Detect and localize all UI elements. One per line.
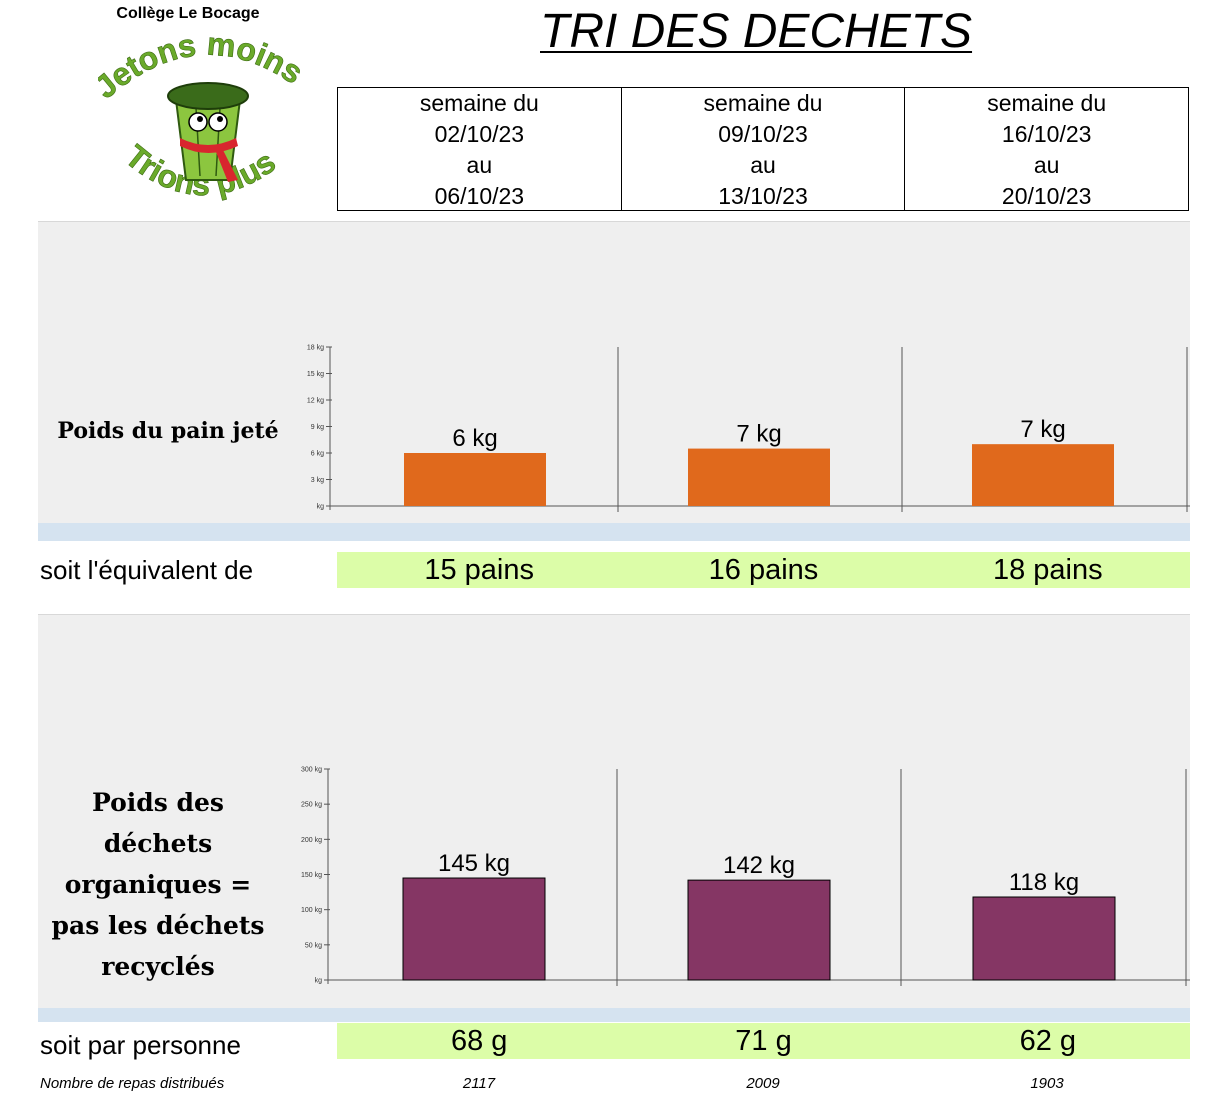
y-tick-label: 12 kg: [307, 398, 324, 405]
y-tick-label: 300 kg: [301, 767, 322, 774]
y-tick-label: 50 kg: [305, 942, 322, 949]
week-end-date: 06/10/23: [434, 183, 525, 209]
week-start-date: 02/10/23: [434, 121, 525, 147]
week-start-date: 16/10/23: [1001, 121, 1092, 147]
y-tick-label: 3 kg: [311, 477, 324, 484]
week-column: semaine du 16/10/23 au 20/10/23: [905, 88, 1188, 210]
school-name: Collège Le Bocage: [116, 5, 260, 22]
bar: [402, 877, 546, 981]
bar: [687, 879, 831, 981]
organic-chart-strip: [38, 1008, 1190, 1022]
organic-weight-label: Poids des déchets organiques = pas les d…: [40, 782, 276, 987]
per-person-label: soit par personne: [40, 1030, 241, 1060]
per-person-value: 71 g: [735, 1025, 792, 1057]
y-tick-label: kg: [317, 504, 325, 511]
page-title: TRI DES DECHETS: [540, 5, 973, 58]
week-start-label: semaine du: [987, 90, 1107, 116]
week-column: semaine du 02/10/23 au 06/10/23: [338, 88, 622, 210]
bread-equivalent-value: 18 pains: [992, 554, 1103, 586]
bread-equivalent-row: 15 pains 16 pains 18 pains: [337, 552, 1190, 588]
week-start-date: 09/10/23: [718, 121, 808, 147]
bar-value-label: 7 kg: [1020, 416, 1065, 443]
bread-equivalent-label: soit l'équivalent de: [40, 555, 254, 585]
bar-value-label: 118 kg: [1009, 869, 1079, 896]
week-end-date: 13/10/23: [718, 183, 808, 209]
per-person-row: 68 g 71 g 62 g: [337, 1023, 1190, 1059]
bread-weight-label: Poids du pain jeté: [57, 418, 279, 444]
week-to-label: au: [466, 152, 493, 178]
y-tick-label: 250 kg: [301, 802, 322, 809]
organic-label-line: déchets: [103, 829, 213, 858]
y-tick-label: 6 kg: [311, 451, 324, 458]
per-person-value: 68 g: [450, 1025, 508, 1057]
bread-chart: kg 3 kg 6 kg 9 kg 12 kg 15 kg 18 kg 6 kg 7 kg 7 k…: [307, 345, 1190, 512]
meals-value: 2009: [746, 1075, 780, 1092]
meals-label: Nombre de repas distribués: [40, 1075, 225, 1092]
week-to-label: au: [1033, 152, 1060, 178]
y-tick-label: 15 kg: [307, 371, 324, 378]
bread-equivalent-value: 15 pains: [424, 554, 534, 586]
per-person-value: 62 g: [1019, 1025, 1077, 1057]
meals-value: 1903: [1030, 1075, 1064, 1092]
bread-chart-strip: [38, 523, 1190, 541]
organic-label-line: recyclés: [101, 952, 215, 981]
bar: [972, 444, 1114, 506]
week-end-date: 20/10/23: [1001, 183, 1092, 209]
weeks-table: semaine du 02/10/23 au 06/10/23 semaine …: [337, 87, 1189, 211]
y-tick-label: 18 kg: [307, 345, 324, 352]
logo-trash-bin-icon: Jetons moins Trions plus: [98, 30, 310, 203]
y-tick-label: 100 kg: [301, 907, 322, 914]
week-to-label: au: [750, 152, 776, 178]
bread-equivalent-value: 16 pains: [708, 554, 819, 586]
week-start-label: semaine du: [419, 90, 539, 116]
organic-chart: kg 50 kg 100 kg 150 kg 200 kg 250 kg 300 kg 145…: [301, 767, 1190, 986]
bar-value-label: 7 kg: [736, 421, 781, 448]
week-column: semaine du 09/10/23 au 13/10/23: [622, 88, 906, 210]
organic-label-line: Poids des: [91, 788, 225, 817]
week-start-label: semaine du: [703, 90, 823, 116]
y-tick-label: 9 kg: [311, 424, 324, 431]
bar-value-label: 6 kg: [452, 425, 497, 452]
bar: [404, 453, 546, 506]
bar: [688, 448, 830, 506]
y-tick-label: kg: [315, 978, 323, 985]
y-tick-label: 200 kg: [301, 837, 322, 844]
bar-value-label: 145 kg: [438, 850, 510, 877]
y-tick-label: 150 kg: [301, 872, 322, 879]
organic-label-line: organiques =: [64, 870, 252, 899]
bar-value-label: 142 kg: [723, 852, 795, 879]
bar: [972, 896, 1116, 981]
organic-label-line: pas les déchets: [51, 911, 265, 940]
meals-value: 2117: [462, 1075, 496, 1092]
meals-row: Nombre de repas distribués 2117 2009 190…: [40, 1075, 1190, 1095]
